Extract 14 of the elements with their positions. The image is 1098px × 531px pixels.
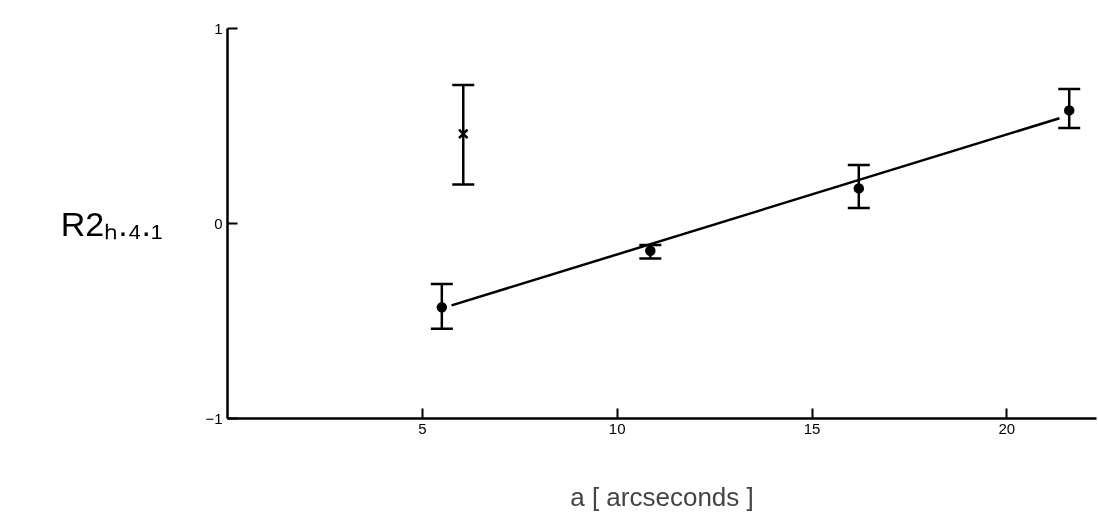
y-tick-label: 0 — [214, 214, 223, 232]
point — [436, 302, 448, 313]
point — [853, 183, 865, 194]
point — [645, 245, 656, 257]
x-tick-label: 10 — [608, 419, 626, 437]
x-axis-title: a [ arcseconds ] — [570, 481, 754, 512]
y-axis-title: R2ₕ.₄.₁ — [60, 204, 163, 243]
x-tick-label: 20 — [998, 419, 1016, 437]
x-tick-label: 5 — [418, 419, 427, 437]
x-tick-label: 15 — [803, 419, 821, 437]
point — [1063, 105, 1075, 116]
point — [457, 128, 469, 140]
y-tick-label: 1 — [214, 19, 223, 37]
y-tick-label: −1 — [205, 409, 223, 427]
